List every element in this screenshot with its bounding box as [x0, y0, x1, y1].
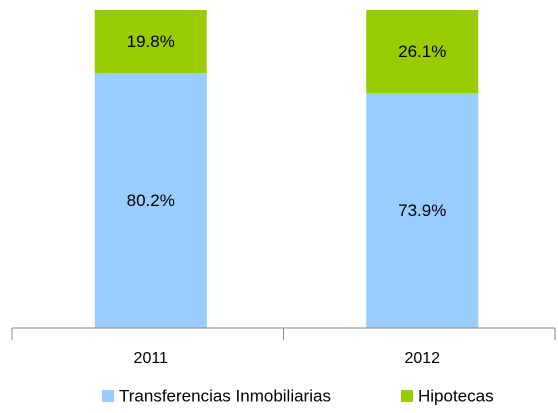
legend-swatch: [102, 390, 114, 402]
bar-segment: [366, 10, 479, 93]
value-label: 73.9%: [398, 201, 446, 220]
x-tick-label: 2011: [134, 350, 169, 367]
bar-segment: [94, 72, 207, 329]
legend-label: Hipotecas: [418, 386, 494, 405]
value-label: 26.1%: [398, 42, 446, 61]
value-label: 80.2%: [127, 191, 175, 210]
legend-label: Transferencias Inmobiliarias: [119, 386, 331, 405]
legend-swatch: [401, 390, 413, 402]
x-tick-label: 2012: [404, 350, 440, 367]
bar-segment: [94, 10, 207, 73]
bar-segment: [366, 92, 479, 328]
value-label: 19.8%: [127, 32, 175, 51]
